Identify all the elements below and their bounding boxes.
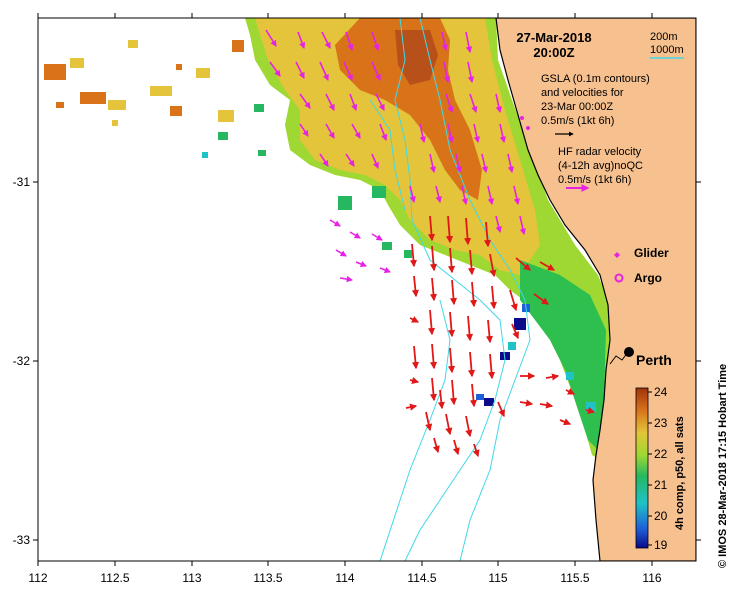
hf-legend-line2: (4-12h avg)noQC [558,160,643,172]
y-tick-label: -33 [13,533,31,547]
colorbar-ticks [648,391,652,546]
gsla-legend-line2: and velocities for [541,87,624,99]
glider-icon [614,252,620,258]
map-time: 20:00Z [533,45,574,60]
gsla-legend-scale: 0.5m/s (1kt 6h) [541,115,614,127]
hf-legend-scale: 0.5m/s (1kt 6h) [558,174,631,186]
sst-band-shelf-green [520,260,606,450]
contour-legend-1000m: 1000m [650,44,684,56]
gsla-velocity-arrows [265,29,526,283]
map-date: 27-Mar-2018 [516,30,591,45]
x-tick-label: 112.5 [100,571,129,585]
sst-scattered-patches [44,40,412,258]
colorbar-tick-label: 24 [654,385,668,399]
sst-colorbar [635,387,649,549]
x-tick-label: 115.5 [560,571,589,585]
sst-band-darkorange [395,30,438,85]
argo-icon [614,273,624,283]
y-tick-label: -32 [13,354,31,368]
argo-legend-label: Argo [634,271,662,285]
x-tick-label: 116 [642,571,661,585]
x-tick-label: 114 [335,571,354,585]
hf-radar-velocity-arrows [405,215,596,458]
sst-band-orange [335,18,482,200]
colorbar-label: 4h comp, p50, all sats [674,416,686,530]
glider-legend-label: Glider [634,246,669,260]
axis-ticks [33,13,701,566]
gsla-legend-line3: 23-Mar 00:00Z [541,101,613,113]
colorbar-tick-label: 22 [654,447,668,461]
gsla-legend-line1: GSLA (0.1m contours) [541,73,650,85]
glider-marker [526,126,530,130]
y-tick-label: -31 [13,175,31,189]
colorbar-tick-label: 21 [654,478,668,492]
colorbar-tick-label: 19 [654,538,668,552]
colorbar-tick-label: 23 [654,416,668,430]
imos-credit: © IMOS 28-Mar-2018 17:15 Hobart Time [717,364,729,568]
hf-legend-line1: HF radar velocity [558,146,642,158]
perth-location [609,347,634,365]
x-tick-label: 115 [488,571,507,585]
plot-frame [37,17,697,562]
x-tick-label: 114.5 [407,571,436,585]
glider-marker [520,116,524,120]
perth-label: Perth [636,352,672,368]
x-tick-label: 113 [182,571,201,585]
contour-legend-200m: 200m [650,31,678,43]
x-tick-label: 112 [28,571,47,585]
x-tick-label: 113.5 [253,571,282,585]
colorbar-tick-label: 20 [654,509,668,523]
